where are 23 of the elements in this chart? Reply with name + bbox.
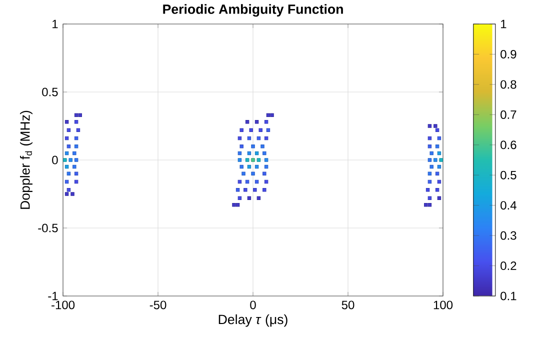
color-bar-label: 0.6 — [500, 140, 516, 150]
color-bar-label: 0.4 — [500, 201, 516, 210]
y-tick-label: -0.5 — [38, 224, 58, 232]
color-bar-label: 1 — [501, 20, 506, 28]
x-tick-label: -100 — [52, 300, 75, 310]
x-tick-label: 100 — [434, 300, 453, 310]
color-bar-label: 0.9 — [500, 50, 516, 58]
x-tick-label: -50 — [150, 300, 166, 310]
color-bar-label: 0.1 — [500, 292, 516, 300]
y-tick-label: 1 — [52, 20, 58, 28]
x-tick-label: 0 — [250, 300, 256, 310]
x-tick-label: 50 — [342, 300, 354, 310]
chart-title: Periodic Ambiguity Function — [163, 4, 343, 17]
color-bar-label: 0.3 — [500, 231, 516, 240]
color-bar-label: 0.2 — [500, 262, 516, 270]
x-axis-title: Delay τ (μs) — [218, 314, 288, 327]
y-tick-label: -1 — [48, 292, 58, 300]
y-tick-label: 0 — [52, 156, 58, 164]
color-bar-label: 0.8 — [500, 80, 516, 89]
color-bar-label: 0.5 — [500, 170, 516, 180]
y-axis-title: Doppler f$_{d}$ (MHz) — [20, 110, 32, 209]
color-bar-label: 0.7 — [500, 110, 516, 119]
y-tick-label: 0.5 — [42, 88, 58, 96]
